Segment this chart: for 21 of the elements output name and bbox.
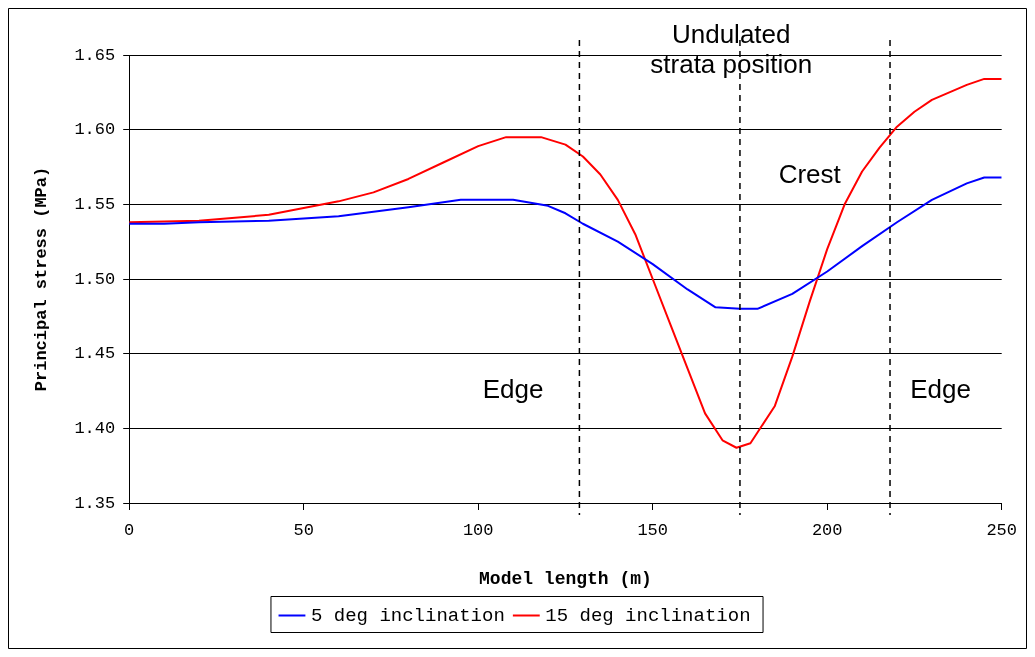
y-tick-label: 1.55 (74, 194, 116, 214)
x-tick-label: 250 (986, 520, 1017, 540)
y-tick-label: 1.50 (74, 269, 116, 289)
y-tick-label: 1.65 (74, 45, 116, 65)
x-tick-label: 150 (637, 520, 669, 540)
annotation: Edge (910, 374, 971, 405)
y-tick-label: 1.45 (74, 344, 116, 364)
y-tick-label: 1.40 (74, 418, 116, 438)
legend-label: 15 deg inclination (545, 604, 751, 627)
annotation: Undulated strata position (650, 19, 813, 80)
legend-label: 5 deg inclination (310, 604, 505, 627)
x-tick-label: 200 (811, 520, 843, 540)
x-axis-title: Model length (m) (479, 568, 652, 589)
x-tick-label: 50 (293, 520, 314, 540)
y-tick-label: 1.60 (74, 120, 116, 140)
y-axis-title: Principal stress (MPa) (32, 166, 52, 392)
y-tick-label: 1.35 (74, 493, 116, 513)
x-tick-label: 0 (124, 520, 135, 540)
annotation: Crest (778, 159, 842, 190)
x-tick-label: 100 (462, 520, 494, 540)
annotation: Edge (482, 374, 544, 405)
